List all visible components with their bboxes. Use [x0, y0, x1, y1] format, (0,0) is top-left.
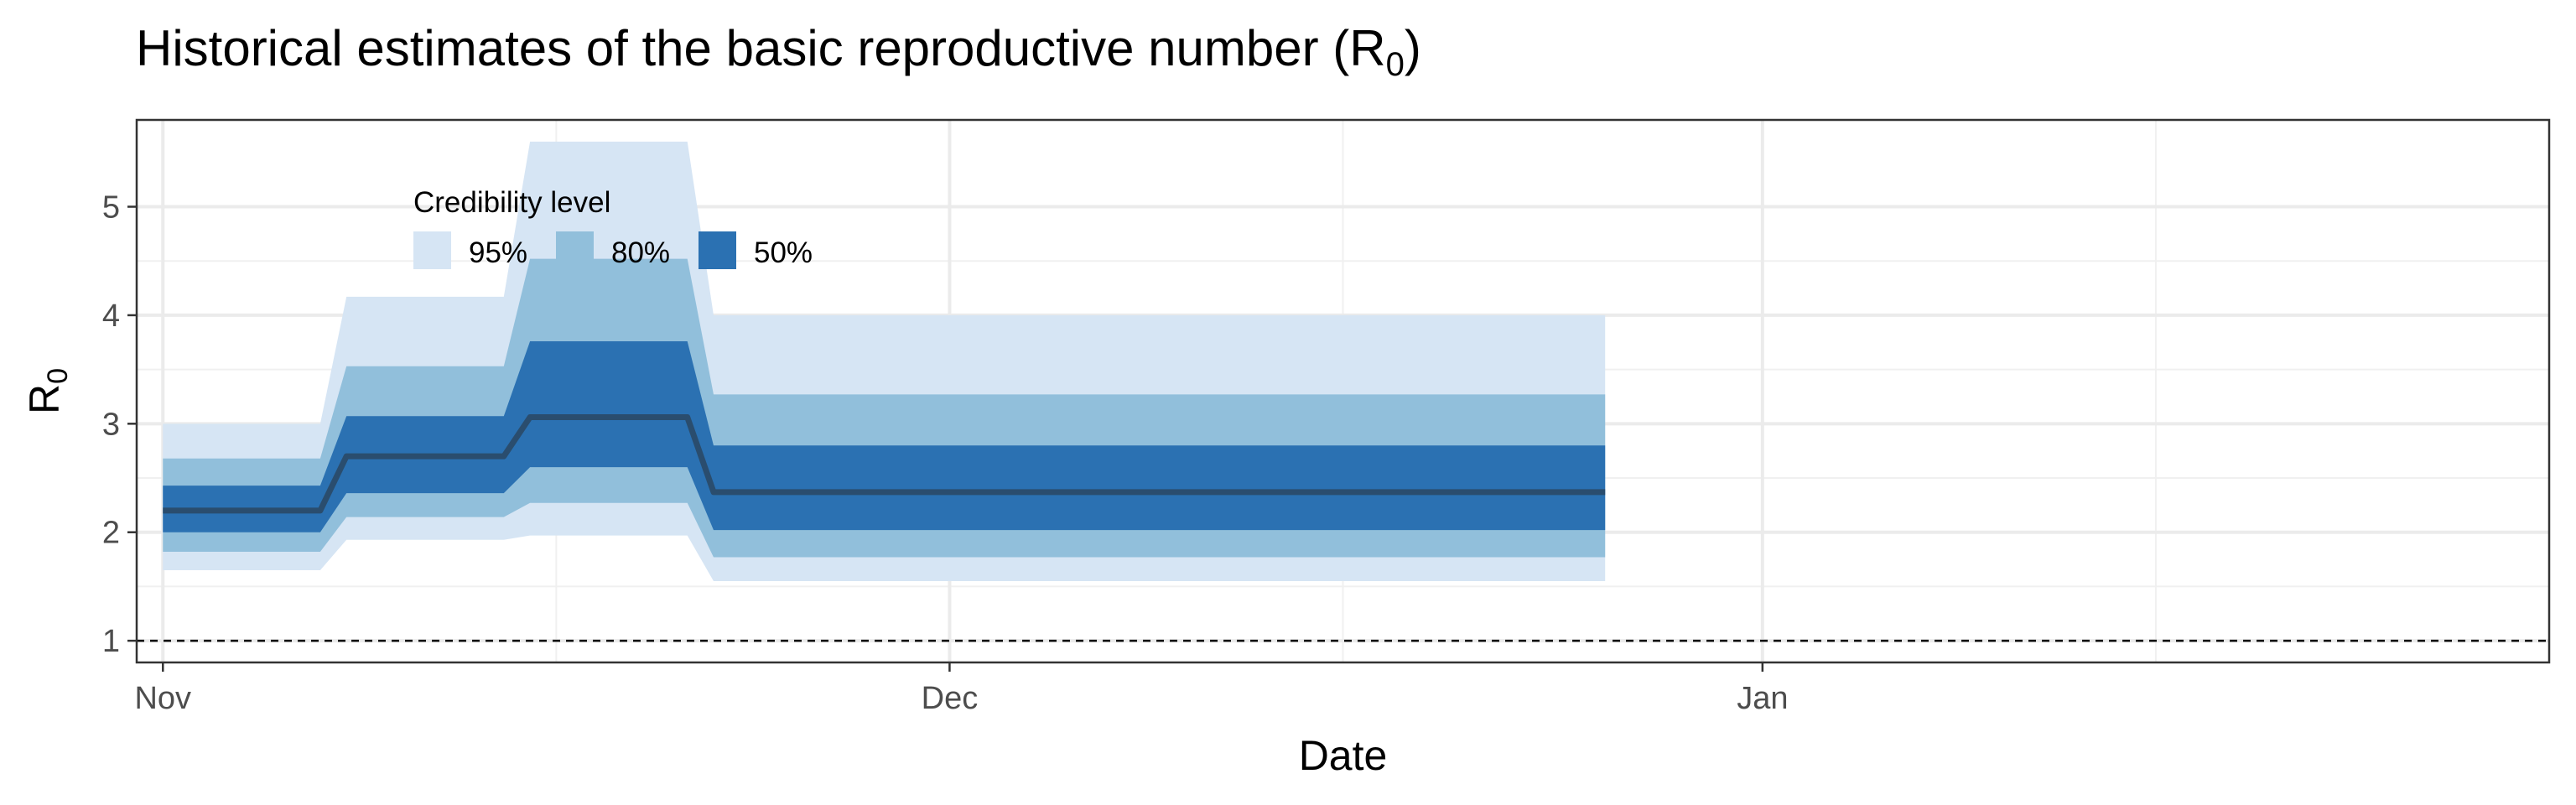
- credibility-bands: [163, 141, 1606, 581]
- chart-title-subscript: 0: [1386, 46, 1405, 83]
- legend-label: 80%: [611, 236, 670, 269]
- median-line-group: [163, 414, 1606, 514]
- y-tick-label: 1: [102, 624, 120, 659]
- plot-border: [135, 118, 2551, 664]
- chart-title: Historical estimates of the basic reprod…: [136, 20, 1421, 83]
- legend: Credibility level 95% 80% 50%: [413, 186, 813, 269]
- y-axis-title-main: R: [21, 384, 68, 414]
- y-tick-label: 4: [102, 299, 120, 334]
- median-line: [163, 414, 1606, 514]
- legend-key-80pct: [556, 231, 594, 269]
- band-50pct: [163, 340, 1606, 532]
- panel-border-rect: [135, 118, 2551, 664]
- legend-label: 95%: [469, 236, 527, 269]
- x-axis: Nov Dec Jan: [134, 662, 1788, 716]
- chart-title-suffix: ): [1405, 20, 1421, 76]
- legend-key-50pct: [699, 231, 736, 269]
- y-tick-label: 2: [102, 516, 120, 551]
- y-tick-label: 3: [102, 407, 120, 442]
- y-tick-label: 5: [102, 190, 120, 226]
- y-axis-title: R0: [21, 368, 74, 414]
- x-tick-label: Dec: [922, 681, 979, 716]
- legend-label: 50%: [754, 236, 813, 269]
- chart-title-main: Historical estimates of the basic reprod…: [136, 20, 1386, 76]
- y-axis-title-subscript: 0: [42, 368, 74, 384]
- x-tick-label: Nov: [134, 681, 191, 716]
- legend-title: Credibility level: [413, 186, 610, 219]
- x-axis-title: Date: [1299, 732, 1388, 779]
- y-axis: 1 2 3 4 5: [102, 190, 137, 659]
- legend-key-95pct: [413, 231, 451, 269]
- x-tick-label: Jan: [1737, 681, 1788, 716]
